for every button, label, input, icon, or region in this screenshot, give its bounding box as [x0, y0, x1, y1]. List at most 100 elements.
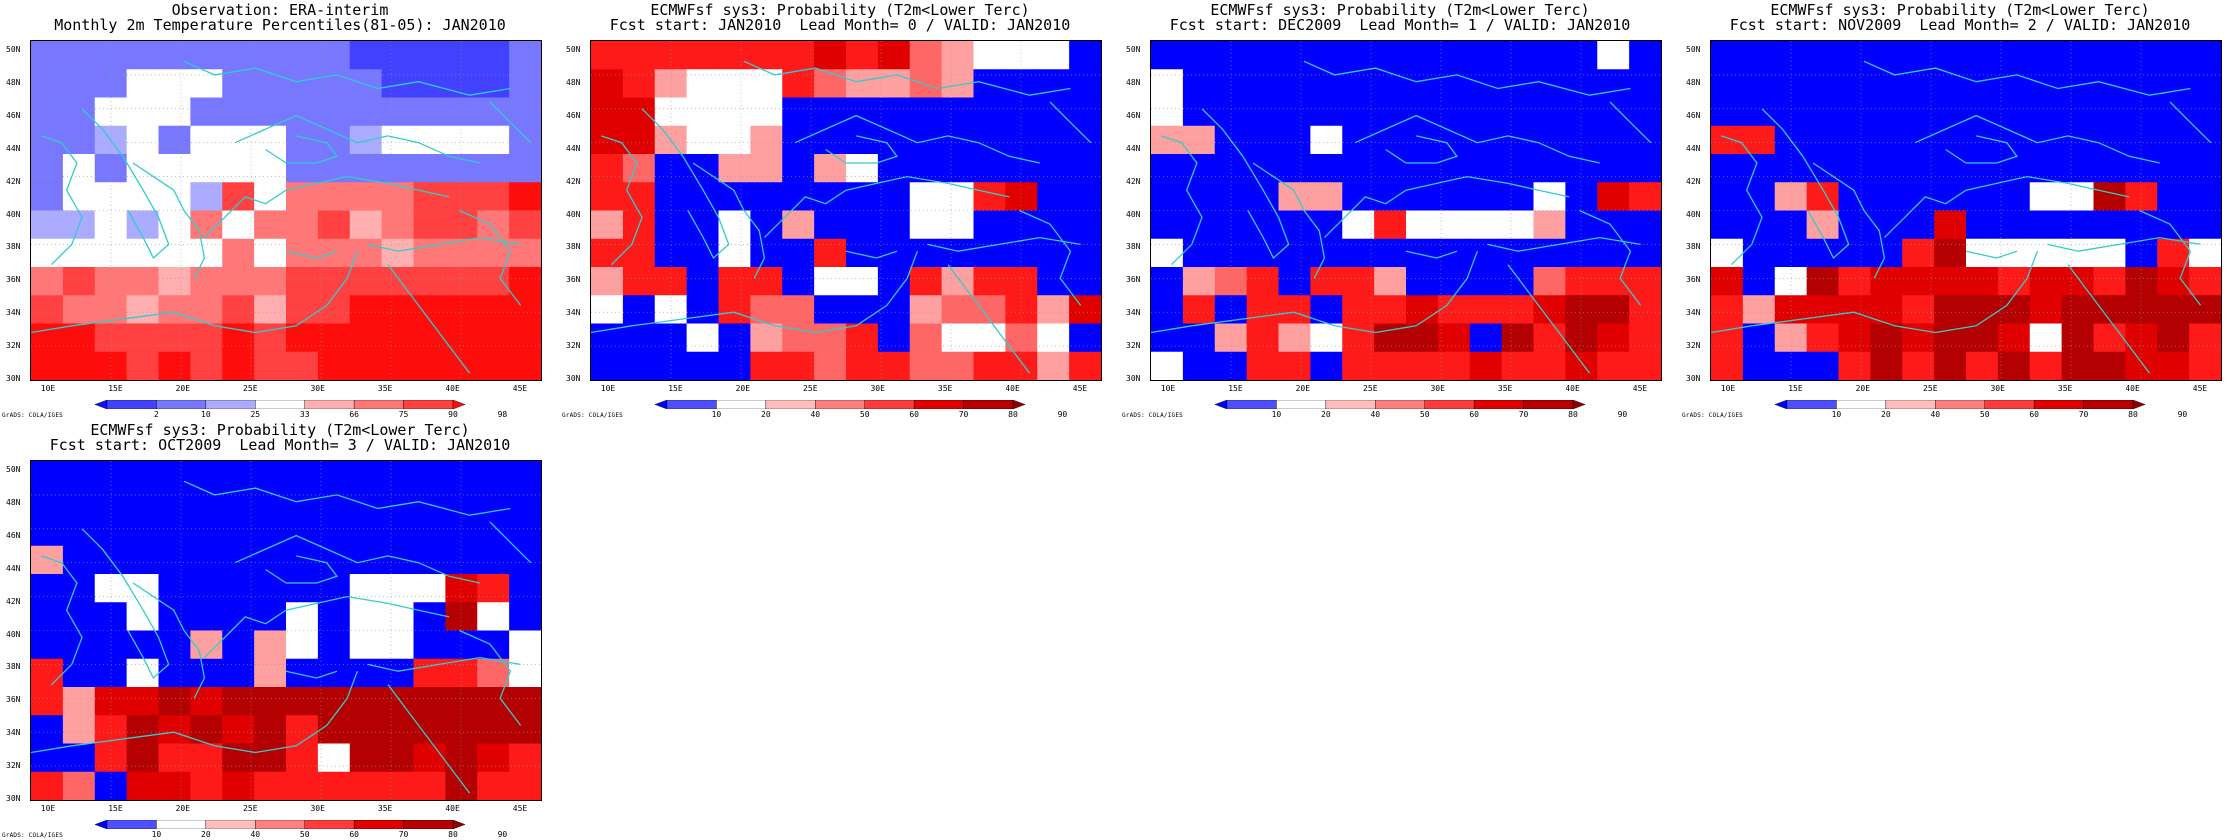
grid-cell: [445, 545, 478, 575]
grid-cell: [1870, 238, 1903, 268]
grid-cell: [31, 602, 64, 632]
grid-cell: [814, 351, 847, 380]
grid-cell: [62, 267, 96, 296]
grid-cell: [254, 182, 287, 212]
colorbar-swatch: [403, 400, 454, 409]
grid-cell: [190, 461, 223, 490]
coastline: [183, 480, 511, 516]
grid-cell: [877, 238, 911, 268]
colorbar-swatch: [304, 400, 355, 409]
grid-cell: [158, 210, 191, 240]
lat-tick-label: 42N: [1126, 176, 1141, 186]
grid-cell: [941, 154, 975, 183]
grid-cell: [2189, 351, 2221, 380]
grid-cell: [750, 41, 783, 70]
grid-cell: [1533, 97, 1566, 127]
grid-cell: [686, 125, 720, 155]
grid-cell: [286, 517, 319, 547]
lon-tick-label: 35E: [937, 384, 953, 393]
grid-cell: [1629, 182, 1661, 212]
grid-cell: [413, 461, 446, 490]
grid-cell: [413, 630, 446, 660]
grid-cell: [814, 41, 847, 70]
grid-cell: [686, 154, 720, 183]
grid-cell: [62, 574, 96, 603]
grid-cell: [1533, 210, 1566, 240]
lat-tick-label: 34N: [6, 308, 21, 318]
grid-cell: [190, 545, 223, 575]
grid-cell: [1838, 182, 1871, 212]
lon-tick-label: 25E: [243, 804, 258, 813]
grid-cell: [349, 267, 383, 296]
grid-cell: [1565, 97, 1598, 127]
grid-cell: [286, 715, 319, 745]
grid-cell: [349, 489, 383, 519]
grid-cell: [445, 210, 478, 240]
lon-tick-label: 35E: [377, 384, 393, 393]
lat-tick-label: 50N: [1686, 45, 1701, 54]
grid-cell: [254, 771, 287, 800]
grid-cell: [509, 41, 541, 70]
lon-tick-label: 45E: [2192, 384, 2208, 393]
grid-cell: [2157, 97, 2190, 127]
grid-cell: [62, 545, 96, 575]
colorbar: [655, 400, 1025, 409]
colorbar: [95, 820, 465, 829]
grid-cell: [445, 267, 478, 296]
coastline: [794, 114, 1040, 164]
grid-cell: [1469, 238, 1503, 268]
grid-cell: [1246, 323, 1280, 353]
colorbar-label: 70: [398, 830, 409, 839]
grid-cell: [477, 545, 510, 575]
grid-cell: [2189, 41, 2221, 70]
grid-cell: [1469, 323, 1503, 353]
lon-tick-label: 45E: [512, 384, 528, 393]
colorbar-swatch: [666, 400, 717, 409]
colorbar-swatch: [452, 820, 465, 829]
grid-cell: [381, 41, 415, 70]
grid-cell: [1342, 351, 1375, 380]
grid-cell: [349, 154, 383, 183]
grid-cell: [591, 295, 624, 325]
grid-cell: [222, 602, 255, 632]
lat-tick-label: 50N: [566, 45, 581, 54]
grid-cell: [286, 687, 319, 716]
grid-cell: [1005, 182, 1038, 212]
coastline: [489, 101, 532, 144]
map-panel-lead0: ECMWFsf sys3: Probability (T2m<Lower Ter…: [560, 0, 1120, 420]
coastline: [1812, 162, 1886, 279]
grid-cell: [381, 461, 415, 490]
lat-tick-label: 36N: [6, 695, 21, 705]
coastline: [1323, 175, 1570, 239]
grid-cell: [1182, 154, 1216, 183]
map-plot: [30, 460, 542, 801]
grid-cell: [477, 125, 510, 155]
lon-tick-label: 45E: [1072, 384, 1088, 393]
grid-cell: [62, 323, 96, 353]
grid-cell: [1246, 69, 1280, 99]
grid-cell: [1934, 267, 1967, 296]
grid-cell: [1565, 351, 1598, 380]
grid-cell: [158, 517, 191, 547]
grid-cell: [973, 182, 1006, 212]
grid-cell: [1597, 41, 1630, 70]
grid-cell: [349, 351, 383, 380]
grid-cell: [477, 295, 510, 325]
colorbar-swatch: [205, 820, 256, 829]
grid-cell: [1005, 238, 1038, 268]
coastline: [947, 264, 1031, 374]
grid-cell: [1005, 295, 1038, 325]
colorbar-label: 40: [810, 410, 821, 419]
colorbar: [95, 400, 465, 409]
grid-cell: [2061, 351, 2095, 380]
grid-cell: [222, 771, 255, 800]
grid-cell: [445, 238, 478, 268]
grid-cell: [1406, 41, 1439, 70]
grid-cell: [126, 97, 160, 127]
grid-cell: [349, 517, 383, 547]
grid-cell: [1934, 351, 1967, 380]
grid-cell: [1565, 182, 1598, 212]
grid-cell: [1342, 295, 1375, 325]
coastline: [641, 108, 730, 260]
grid-cell: [509, 210, 541, 240]
